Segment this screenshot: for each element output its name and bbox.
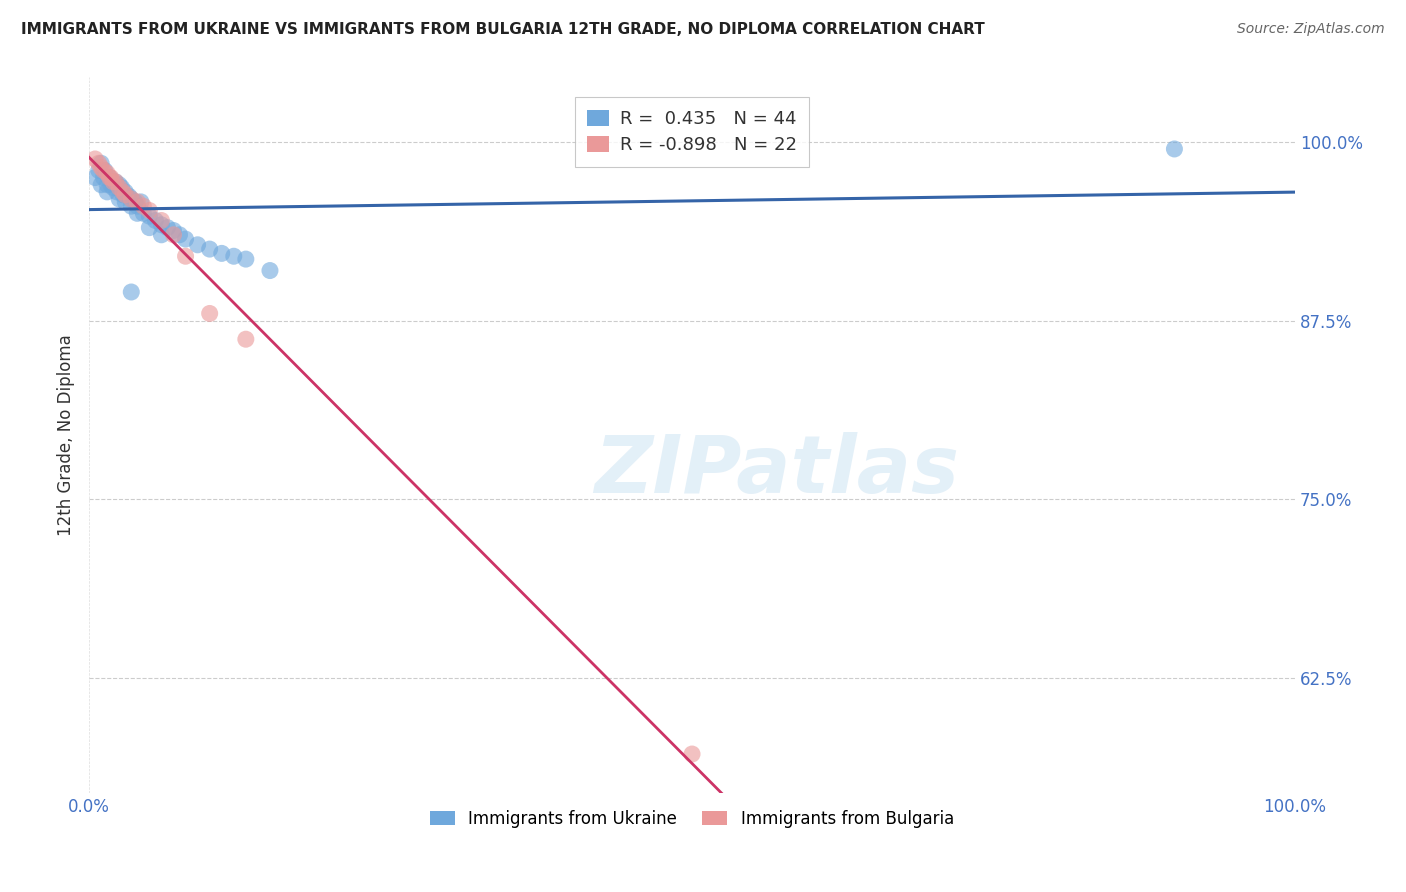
Point	[108, 178, 131, 192]
Point	[84, 152, 107, 166]
Point	[127, 194, 149, 209]
Point	[222, 249, 245, 263]
Point	[93, 170, 115, 185]
Point	[93, 163, 115, 178]
Point	[103, 175, 125, 189]
Point	[96, 166, 118, 180]
Point	[104, 175, 127, 189]
Point	[87, 156, 110, 170]
Point	[84, 170, 107, 185]
Point	[132, 199, 155, 213]
Point	[90, 178, 112, 192]
Text: ZIPatlas: ZIPatlas	[593, 432, 959, 510]
Point	[127, 199, 149, 213]
Point	[138, 209, 160, 223]
Point	[150, 218, 173, 232]
Point	[100, 170, 122, 185]
Point	[93, 163, 115, 178]
Point	[162, 227, 184, 242]
Point	[120, 192, 142, 206]
Point	[100, 178, 122, 192]
Point	[235, 252, 257, 266]
Point	[132, 206, 155, 220]
Point	[174, 249, 197, 263]
Point	[129, 194, 152, 209]
Point	[105, 185, 128, 199]
Point	[90, 161, 112, 175]
Point	[169, 227, 191, 242]
Point	[211, 246, 233, 260]
Point	[235, 332, 257, 346]
Y-axis label: 12th Grade, No Diploma: 12th Grade, No Diploma	[58, 334, 75, 536]
Point	[138, 220, 160, 235]
Point	[138, 203, 160, 218]
Point	[108, 180, 131, 194]
Point	[259, 263, 281, 277]
Point	[198, 306, 221, 320]
Point	[108, 192, 131, 206]
Point	[111, 187, 134, 202]
Point	[114, 187, 136, 202]
Point	[111, 185, 134, 199]
Point	[187, 237, 209, 252]
Point	[118, 189, 141, 203]
Point	[111, 180, 134, 194]
Point	[114, 194, 136, 209]
Text: IMMIGRANTS FROM UKRAINE VS IMMIGRANTS FROM BULGARIA 12TH GRADE, NO DIPLOMA CORRE: IMMIGRANTS FROM UKRAINE VS IMMIGRANTS FR…	[21, 22, 984, 37]
Point	[120, 285, 142, 299]
Point	[681, 747, 703, 761]
Point	[87, 163, 110, 178]
Point	[150, 227, 173, 242]
Point	[103, 180, 125, 194]
Point	[198, 242, 221, 256]
Point	[145, 213, 167, 227]
Point	[162, 223, 184, 237]
Point	[150, 213, 173, 227]
Text: Source: ZipAtlas.com: Source: ZipAtlas.com	[1237, 22, 1385, 37]
Point	[114, 185, 136, 199]
Point	[104, 175, 127, 189]
Point	[174, 232, 197, 246]
Point	[120, 192, 142, 206]
Point	[120, 199, 142, 213]
Legend: Immigrants from Ukraine, Immigrants from Bulgaria: Immigrants from Ukraine, Immigrants from…	[423, 803, 960, 834]
Point	[156, 220, 179, 235]
Point	[98, 170, 121, 185]
Point	[90, 156, 112, 170]
Point	[96, 178, 118, 192]
Point	[124, 194, 146, 209]
Point	[127, 206, 149, 220]
Point	[96, 185, 118, 199]
Point	[98, 170, 121, 185]
Point	[1163, 142, 1185, 156]
